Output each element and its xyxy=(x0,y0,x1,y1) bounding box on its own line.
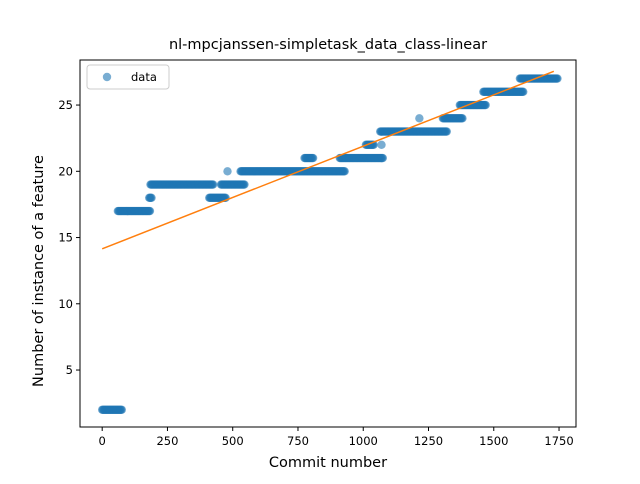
data-point xyxy=(340,167,349,176)
data-point xyxy=(145,206,155,216)
y-tick-label: 5 xyxy=(66,363,73,377)
data-point xyxy=(481,100,490,110)
x-tick-label: 500 xyxy=(222,434,244,448)
data-point xyxy=(147,193,156,202)
chart-title: nl-mpcjanssen-simpletask_data_class-line… xyxy=(169,37,487,53)
y-tick-label: 25 xyxy=(58,98,73,112)
data-point xyxy=(519,87,528,96)
legend-marker-data xyxy=(102,72,112,82)
data-point xyxy=(458,114,467,123)
data-point xyxy=(240,180,249,189)
x-tick-label: 1250 xyxy=(414,434,443,448)
x-tick-label: 0 xyxy=(99,434,106,448)
legend-label-data: data xyxy=(131,70,157,84)
x-tick-label: 1500 xyxy=(479,434,508,448)
data-point xyxy=(378,153,388,163)
legend-box xyxy=(86,64,170,90)
x-tick-label: 1750 xyxy=(544,434,573,448)
axes: 0 250 500 750 1000 1250 1500 1750 5 10 15 20 25 xyxy=(58,59,577,448)
x-tick-label: 750 xyxy=(287,434,309,448)
x-tick-label: 250 xyxy=(156,434,178,448)
y-tick-label: 15 xyxy=(58,231,73,245)
data-point xyxy=(223,167,232,176)
data-point xyxy=(308,153,318,163)
y-tick-label: 10 xyxy=(58,297,73,311)
x-tick-label: 1000 xyxy=(349,434,378,448)
x-axis-label: Commit number xyxy=(269,455,387,471)
data-point xyxy=(442,127,451,136)
data-point xyxy=(415,114,424,123)
legend: data xyxy=(86,64,170,90)
y-axis-label: Number of instance of a feature xyxy=(31,155,47,387)
data-point xyxy=(117,405,126,414)
y-tick-label: 20 xyxy=(58,164,73,178)
data-point xyxy=(553,74,562,83)
data-point xyxy=(377,140,386,149)
plot-frame xyxy=(79,59,577,428)
data-point xyxy=(208,180,218,189)
data-marks xyxy=(97,70,562,414)
fit-line xyxy=(101,70,555,250)
